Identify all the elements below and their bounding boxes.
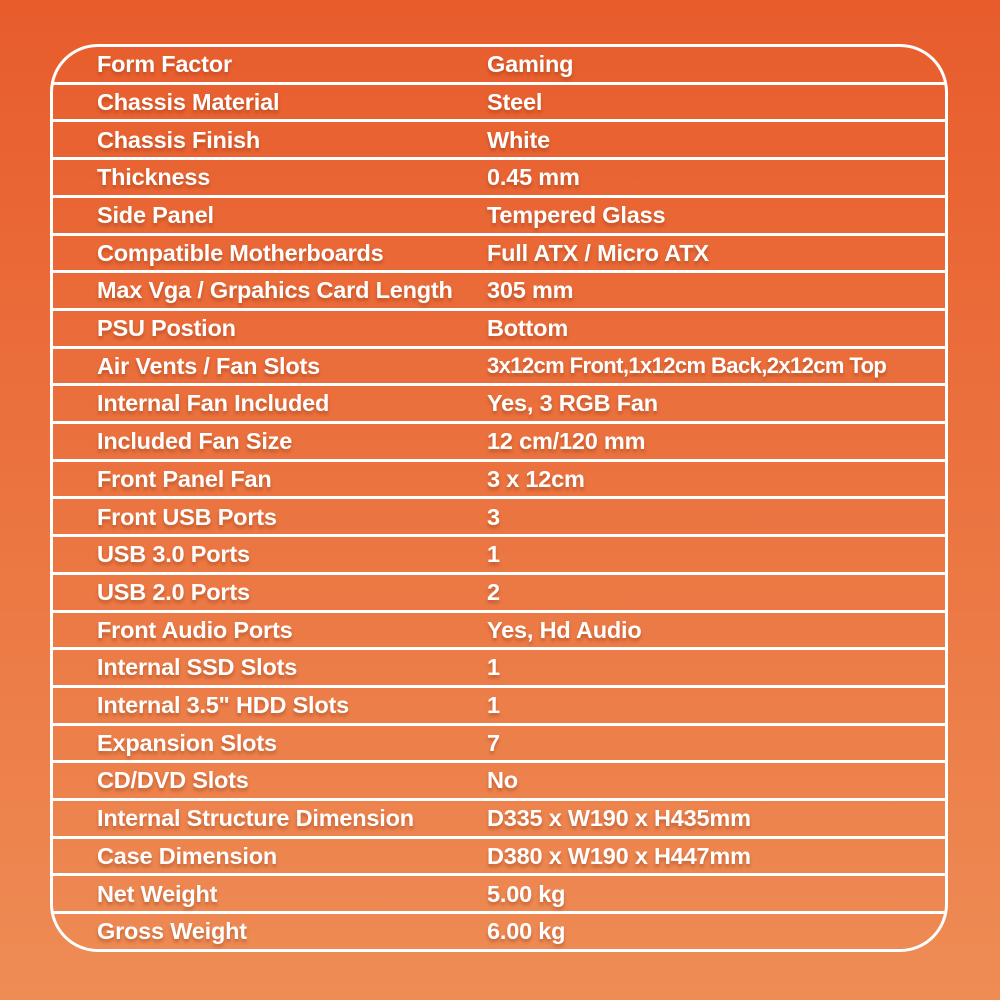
spec-row: Front Panel Fan 3 x 12cm — [53, 462, 945, 500]
spec-label: Air Vents / Fan Slots — [97, 352, 321, 379]
spec-row: Max Vga / Grpahics Card Length 305 mm — [53, 273, 945, 311]
spec-label: USB 2.0 Ports — [97, 578, 250, 605]
spec-value: Yes, 3 RGB Fan — [487, 390, 658, 417]
spec-label: Form Factor — [97, 51, 232, 78]
spec-value: Full ATX / Micro ATX — [487, 239, 709, 266]
spec-value: Tempered Glass — [487, 201, 666, 228]
spec-value: 305 mm — [487, 277, 574, 304]
spec-value: 1 — [487, 692, 500, 719]
spec-label: Front Panel Fan — [97, 465, 272, 492]
spec-label: Front USB Ports — [97, 503, 277, 530]
spec-label: CD/DVD Slots — [97, 767, 249, 794]
spec-label: Side Panel — [97, 201, 214, 228]
spec-value: Yes, Hd Audio — [487, 616, 642, 643]
spec-value: 1 — [487, 541, 500, 568]
spec-table: Form Factor Gaming Chassis Material Steel Ch… — [50, 44, 948, 952]
spec-value: 0.45 mm — [487, 164, 580, 191]
spec-row: Chassis Finish White — [53, 122, 945, 161]
spec-row: Thickness 0.45 mm — [53, 160, 945, 198]
spec-row: Front Audio Ports Yes, Hd Audio — [53, 613, 945, 651]
spec-value: No — [487, 767, 518, 794]
spec-value: D380 x W190 x H447mm — [487, 842, 751, 869]
spec-row: USB 2.0 Ports 2 — [53, 575, 945, 613]
spec-row: Internal SSD Slots 1 — [53, 650, 945, 688]
spec-row: Case Dimension D380 x W190 x H447mm — [53, 839, 945, 877]
spec-label: Max Vga / Grpahics Card Length — [97, 277, 453, 304]
spec-value: 2 — [487, 578, 500, 605]
spec-label: Front Audio Ports — [97, 616, 293, 643]
spec-label: Internal Fan Included — [97, 390, 330, 417]
spec-value: White — [487, 126, 550, 153]
spec-value: 5.00 kg — [487, 880, 566, 907]
spec-label: USB 3.0 Ports — [97, 541, 250, 568]
spec-label: Internal 3.5" HDD Slots — [97, 692, 350, 719]
spec-row: Chassis Material Steel — [53, 85, 945, 123]
spec-value: 7 — [487, 729, 500, 756]
spec-value: 3 x 12cm — [487, 465, 585, 492]
spec-label: Included Fan Size — [97, 428, 293, 455]
spec-row: Internal Structure Dimension D335 x W190 … — [53, 801, 945, 839]
spec-value: D335 x W190 x H435mm — [487, 805, 751, 832]
spec-label: Chassis Finish — [97, 126, 261, 153]
spec-row: Air Vents / Fan Slots 3x12cm Front,1x12cm… — [53, 349, 945, 387]
spec-row: Internal 3.5" HDD Slots 1 — [53, 688, 945, 726]
spec-row: PSU Postion Bottom — [53, 311, 945, 349]
spec-label: Thickness — [97, 164, 211, 191]
spec-value: Gaming — [487, 51, 574, 78]
spec-value: Steel — [487, 88, 543, 115]
spec-row: Side Panel Tempered Glass — [53, 198, 945, 236]
spec-label: Compatible Motherboards — [97, 239, 384, 266]
spec-value: 12 cm/120 mm — [487, 428, 646, 455]
spec-value: 6.00 kg — [487, 918, 566, 945]
spec-label: Expansion Slots — [97, 729, 277, 756]
spec-value: Bottom — [487, 315, 569, 342]
spec-row: Front USB Ports 3 — [53, 499, 945, 538]
spec-label: Gross Weight — [97, 918, 247, 945]
spec-label: Chassis Material — [97, 88, 280, 115]
spec-row: Gross Weight 6.00 kg — [53, 914, 945, 949]
spec-label: Internal Structure Dimension — [97, 805, 414, 832]
spec-value: 3x12cm Front,1x12cm Back,2x12cm Top — [487, 353, 887, 379]
spec-row: CD/DVD Slots No — [53, 763, 945, 802]
spec-label: Net Weight — [97, 880, 218, 907]
spec-label: Internal SSD Slots — [97, 654, 298, 681]
spec-row: Net Weight 5.00 kg — [53, 876, 945, 915]
spec-value: 1 — [487, 654, 500, 681]
spec-row: USB 3.0 Ports 1 — [53, 537, 945, 575]
spec-row: Form Factor Gaming — [53, 47, 945, 85]
spec-row: Compatible Motherboards Full ATX / Micro … — [53, 236, 945, 274]
spec-row: Expansion Slots 7 — [53, 726, 945, 764]
spec-label: PSU Postion — [97, 315, 236, 342]
spec-row: Internal Fan Included Yes, 3 RGB Fan — [53, 386, 945, 425]
spec-label: Case Dimension — [97, 842, 278, 869]
spec-row: Included Fan Size 12 cm/120 mm — [53, 424, 945, 462]
spec-value: 3 — [487, 503, 500, 530]
